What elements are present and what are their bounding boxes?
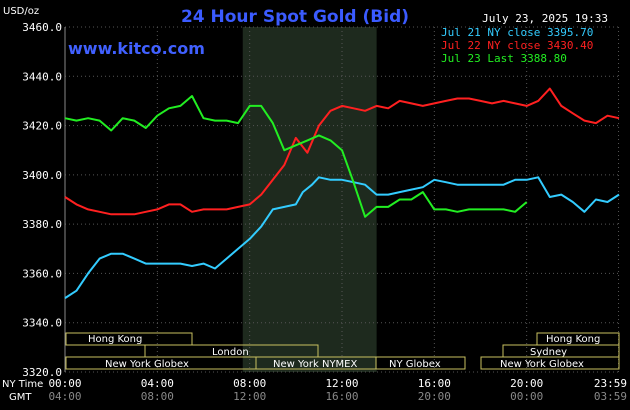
x-tick-ny-4: 16:00 xyxy=(418,377,451,390)
session-hong-kong: Hong Kong xyxy=(88,334,142,345)
session-sydney: Sydney xyxy=(530,347,567,358)
x-tick-ny-3: 12:00 xyxy=(325,377,358,390)
session-new-york-nymex: New York NYMEX xyxy=(273,359,358,370)
nymex-session-shade xyxy=(242,27,377,372)
legend-entry-jul21: Jul 21 NY close 3395.70 xyxy=(441,26,593,39)
y-tick-label-0: 3320.0 xyxy=(22,366,62,379)
session-london: London xyxy=(212,347,249,358)
y-tick-label-5: 3420.0 xyxy=(22,120,62,133)
legend-entry-jul23: Jul 23 Last 3388.80 xyxy=(441,52,567,65)
session-ny-globex: NY Globex xyxy=(389,359,441,370)
chart-series xyxy=(64,87,620,299)
x-tick-ny-6: 23:59 xyxy=(594,377,627,390)
x-tick-gmt-2: 12:00 xyxy=(233,390,266,403)
unit-label: USD/oz xyxy=(3,6,39,17)
legend: Jul 21 NY close 3395.70 Jul 22 NY close … xyxy=(441,26,593,65)
x-tick-ny-1: 04:00 xyxy=(141,377,174,390)
series-line-2 xyxy=(64,95,528,218)
x-tick-gmt-0: 04:00 xyxy=(48,390,81,403)
y-tick-label-6: 3440.0 xyxy=(22,70,62,83)
y-tick-label-7: 3460.0 xyxy=(22,21,62,34)
chart-grid xyxy=(64,26,620,373)
x-tick-ny-2: 08:00 xyxy=(233,377,266,390)
x-tick-gmt-4: 20:00 xyxy=(418,390,451,403)
x-tick-gmt-6: 03:59 xyxy=(594,390,627,403)
x-tick-gmt-3: 16:00 xyxy=(325,390,358,403)
chart-title: 24 Hour Spot Gold (Bid) xyxy=(181,7,409,27)
ny-time-label: NY Time xyxy=(2,379,43,390)
legend-entry-jul22: Jul 22 NY close 3430.40 xyxy=(441,39,593,52)
series-line-0 xyxy=(64,176,620,299)
session-box-ny-globex-3 xyxy=(480,356,620,370)
session-box-hong-kong xyxy=(65,332,193,346)
x-tick-gmt-1: 08:00 xyxy=(141,390,174,403)
y-tick-label-2: 3360.0 xyxy=(22,267,62,280)
y-tick-label-3: 3380.0 xyxy=(22,218,62,231)
gmt-label: GMT xyxy=(9,392,32,403)
site-watermark: www.kitco.com xyxy=(68,39,205,58)
x-tick-ny-5: 20:00 xyxy=(510,377,543,390)
session-hong-kong-2: Hong Kong xyxy=(546,334,600,345)
y-axis-tick-labels: 3320.0 3340.0 3360.0 3380.0 3400.0 3420.0 3440… xyxy=(22,21,62,379)
x-axis-tick-labels: 00:00 04:00 08:00 12:00 16:00 20:00 23:5904:00… xyxy=(48,377,627,403)
session-box-ny-globex-2 xyxy=(375,356,466,370)
chart-date: July 23, 2025 19:33 xyxy=(482,12,608,25)
y-tick-label-1: 3340.0 xyxy=(22,317,62,330)
y-tick-label-4: 3400.0 xyxy=(22,169,62,182)
series-line-1 xyxy=(64,87,620,216)
session-new-york-globex: New York Globex xyxy=(105,359,189,370)
session-new-york-globex-2: New York Globex xyxy=(500,359,584,370)
x-tick-gmt-5: 00:00 xyxy=(510,390,543,403)
trading-sessions: Hong Kong London New York Globex New Yor… xyxy=(65,332,620,370)
x-tick-ny-0: 00:00 xyxy=(48,377,81,390)
